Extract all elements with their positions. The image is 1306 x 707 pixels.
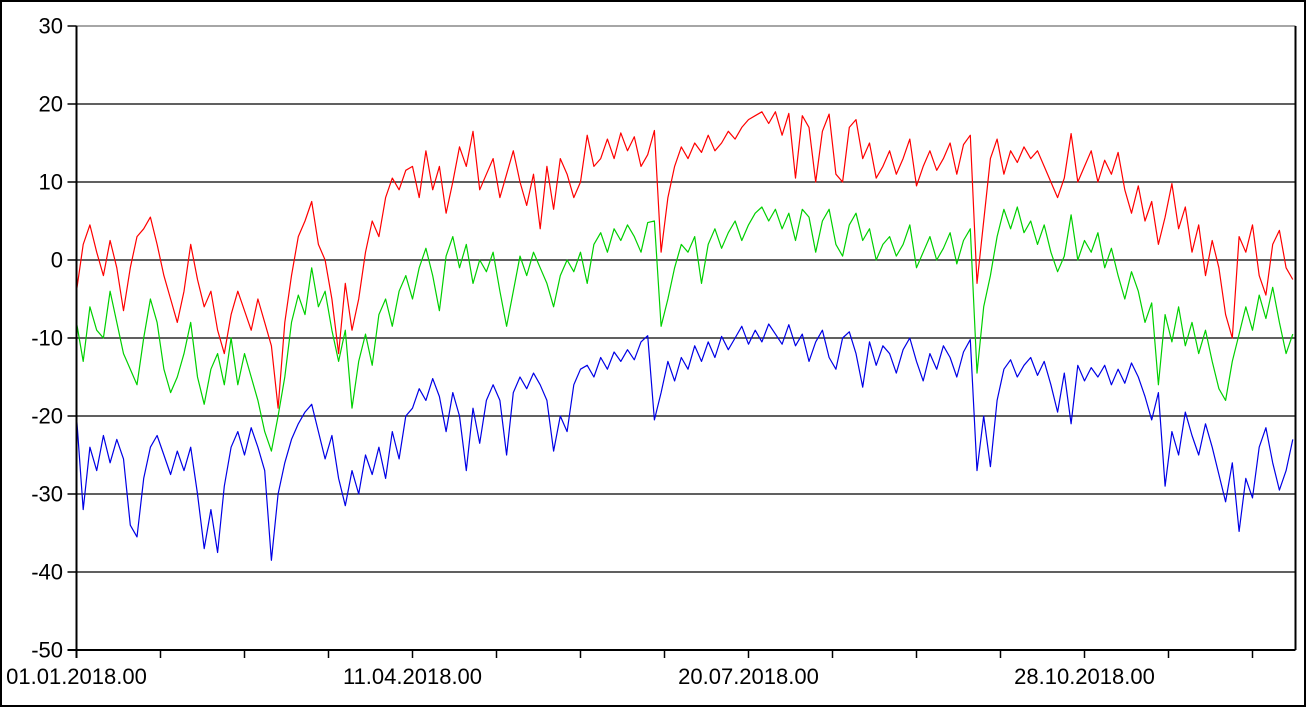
y-axis-label--20: -20 bbox=[31, 404, 63, 429]
blue-series-line bbox=[75, 323, 1294, 561]
y-axis-label--10: -10 bbox=[31, 326, 63, 351]
x-axis-label-28.10.2018.00: 28.10.2018.00 bbox=[1014, 664, 1155, 689]
x-axis-label-20.07.2018.00: 20.07.2018.00 bbox=[678, 664, 819, 689]
green-series-line bbox=[75, 206, 1294, 452]
y-axis-label-30: 30 bbox=[39, 14, 63, 39]
y-axis-label--30: -30 bbox=[31, 482, 63, 507]
x-axis-label-11.04.2018.00: 11.04.2018.00 bbox=[343, 664, 482, 689]
y-axis-label-10: 10 bbox=[39, 170, 63, 195]
y-axis-label-20: 20 bbox=[39, 92, 63, 117]
y-axis-label-0: 0 bbox=[51, 248, 63, 273]
y-axis-label--40: -40 bbox=[31, 560, 63, 585]
y-axis-label--50: -50 bbox=[31, 638, 63, 663]
x-axis-label-01.01.2018.00: 01.01.2018.00 bbox=[6, 664, 147, 689]
red-series-line bbox=[75, 111, 1294, 409]
